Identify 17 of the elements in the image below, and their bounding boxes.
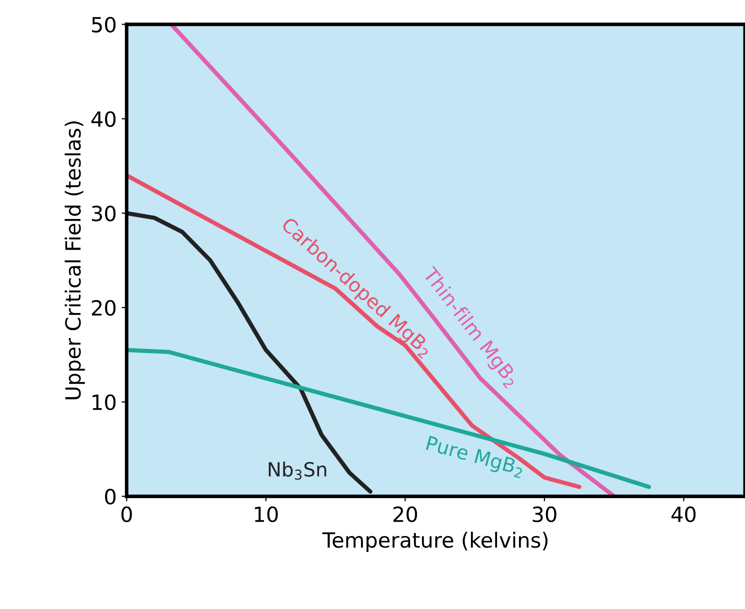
x-tick-label: 30 bbox=[532, 506, 556, 522]
text: Pure MgB$_{2}$ bbox=[424, 436, 525, 480]
y-tick-label: 50 bbox=[92, 16, 116, 33]
x-tick-label: 40 bbox=[671, 506, 696, 522]
line-series bbox=[169, 24, 616, 496]
y-tick-label: 30 bbox=[92, 206, 116, 222]
x-tick-label: 20 bbox=[393, 506, 418, 522]
line-series bbox=[126, 173, 582, 489]
x-tick-label: 0 bbox=[121, 506, 132, 522]
x-tick-label: 10 bbox=[254, 506, 278, 522]
y-axis-title: Upper Critical Field (teslas) bbox=[64, 121, 85, 400]
series-label: Nb$_{3}$Sn bbox=[268, 462, 326, 480]
y-tick-label: 0 bbox=[105, 488, 116, 505]
y-tick-label: 10 bbox=[92, 394, 116, 410]
y-tick-label: 40 bbox=[91, 111, 116, 127]
y-tick-label: 20 bbox=[92, 300, 116, 316]
x-axis-title: Temperature (kelvins) bbox=[322, 532, 548, 552]
